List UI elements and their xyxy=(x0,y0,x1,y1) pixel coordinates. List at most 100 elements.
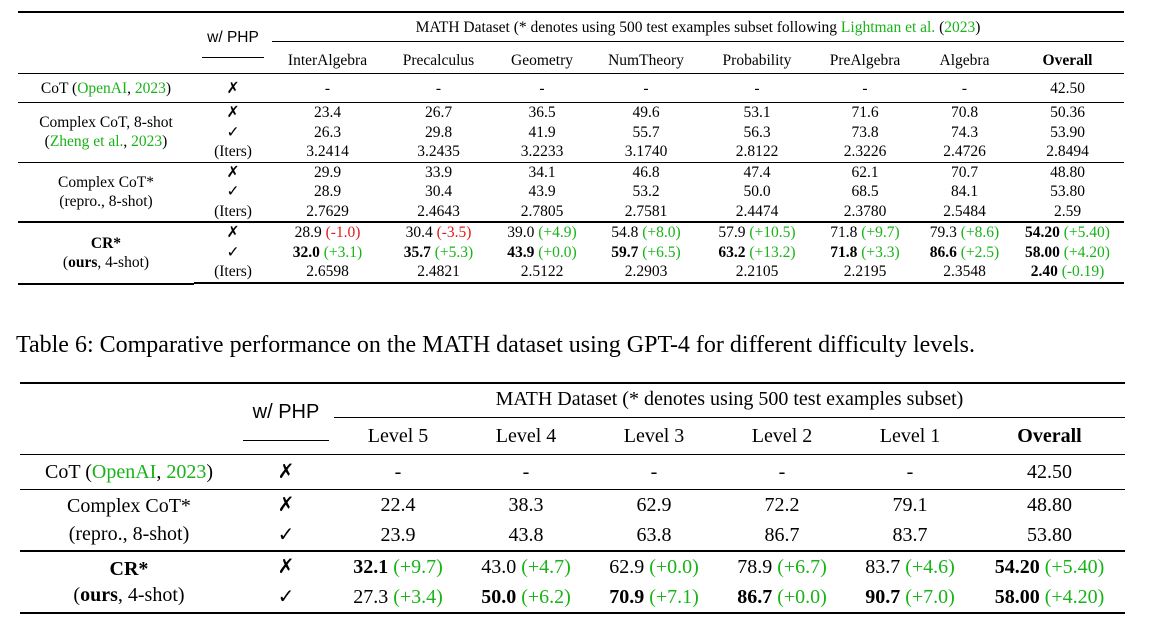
php-mark: ✗ xyxy=(238,454,334,490)
cell-delta: (+0.0) xyxy=(538,243,577,261)
cr-cell: 58.00 (+4.20) xyxy=(974,582,1125,614)
cr-cell: 79.3 (+8.6) xyxy=(918,221,1011,243)
col-header: PreAlgebra xyxy=(829,51,901,69)
cell-value: 2.3548 xyxy=(943,263,986,281)
col-header: Precalculus xyxy=(402,51,475,69)
cell-value: 62.9 xyxy=(609,556,645,578)
col-header: Level 4 xyxy=(495,425,557,447)
cell-delta: (+0.0) xyxy=(649,556,699,578)
citation-year-link[interactable]: 2023 xyxy=(166,461,207,483)
table-row: ✓ 23.9 43.8 63.8 86.7 83.7 53.80 xyxy=(277,524,1072,546)
cell-value: 58.00 xyxy=(1025,243,1060,261)
cr-cell: 2.2105 xyxy=(702,262,812,284)
cell-delta: (+4.20) xyxy=(1063,243,1110,261)
cr-cell: 59.7 (+6.5) xyxy=(590,243,702,263)
col-header: NumTheory xyxy=(608,51,684,69)
cell-delta: (+10.5) xyxy=(749,224,796,242)
cr-cell: 54.20 (+5.40) xyxy=(1011,221,1124,243)
table-row: Complex CoT* (repro., 8-shot) ✗ 22.4 38.… xyxy=(20,489,1125,551)
cr-cell: 58.00 (+4.20) xyxy=(1011,243,1124,263)
cell-value: 2.6598 xyxy=(306,263,349,281)
cell-delta: (+13.2) xyxy=(749,243,796,261)
table-row: Complex CoT* (repro., 8-shot) ✗ 29.9 33.… xyxy=(18,161,1124,222)
php-header: w/ PHP xyxy=(243,398,329,441)
col-header-overall: Overall xyxy=(1017,425,1082,447)
table-row: (Iters) 2.6598 2.4821 2.5122 2.2903 2.21… xyxy=(18,262,1124,284)
cell-value: 2.2105 xyxy=(735,263,779,281)
table-row: ✓ 28.9 30.4 43.9 53.2 50.0 68.5 84.1 53.… xyxy=(226,183,1085,201)
cell-value: 27.3 xyxy=(353,586,389,608)
math-subject-table: w/ PHP MATH Dataset (* denotes using 500… xyxy=(18,11,1124,285)
cr-cell: 71.8 (+9.7) xyxy=(812,221,918,243)
cell-delta: (+5.3) xyxy=(434,243,474,261)
cell-value: 43.9 xyxy=(507,243,535,261)
php-header: w/ PHP xyxy=(202,28,264,58)
cell-delta: (+4.9) xyxy=(538,224,577,242)
citation-link[interactable]: OpenAI xyxy=(91,461,157,483)
cell-value: 28.9 xyxy=(294,224,322,242)
cr-cell: 90.7 (+7.0) xyxy=(846,582,974,614)
math-level-table: w/ PHP MATH Dataset (* denotes using 500… xyxy=(20,382,1125,614)
citation-year-link[interactable]: 2023 xyxy=(944,19,976,36)
citation-year-link[interactable]: 2023 xyxy=(134,79,166,97)
cell-delta: (+4.7) xyxy=(521,556,571,578)
group-header: MATH Dataset (* denotes using 500 test e… xyxy=(334,382,1125,418)
cell-value: 2.40 xyxy=(1030,263,1058,281)
col-header: Geometry xyxy=(511,51,573,69)
cr-cell: 50.0 (+6.2) xyxy=(462,582,590,614)
table-row: CoT (OpenAI, 2023) ✗ - - - - - - - 42.50 xyxy=(18,73,1124,103)
table-row: CR* (ours, 4-shot) ✗ 28.9 (-1.0) 30.4 (-… xyxy=(18,221,1124,283)
cr-cell: 63.2 (+13.2) xyxy=(702,243,812,263)
cell-delta: (+4.6) xyxy=(905,556,955,578)
cell-value: 32.0 xyxy=(292,243,320,261)
cr-cell: 54.20 (+5.40) xyxy=(974,550,1125,582)
cell-delta: (+6.7) xyxy=(777,556,827,578)
cell-value: 90.7 xyxy=(865,586,901,608)
cell-delta: (-3.5) xyxy=(436,224,472,242)
cell-value: 32.1 xyxy=(353,556,389,578)
col-header: Level 3 xyxy=(623,425,685,447)
citation-year-link[interactable]: 2023 xyxy=(131,133,163,151)
group-header: MATH Dataset (* denotes using 500 test e… xyxy=(272,11,1124,47)
cell-delta: (+8.0) xyxy=(642,224,681,242)
cell-value: 59.7 xyxy=(611,243,639,261)
cell-delta: (+8.6) xyxy=(960,224,1000,242)
cr-cell: 2.6598 xyxy=(272,262,383,284)
cell-delta: (+5.40) xyxy=(1063,224,1110,242)
table-caption: Table 6: Comparative performance on the … xyxy=(16,332,975,358)
cr-cell: 43.0 (+4.7) xyxy=(462,550,590,582)
cr-cell: 35.7 (+5.3) xyxy=(383,243,494,263)
cell-delta: (+5.40) xyxy=(1044,556,1105,578)
cell-delta: (+3.1) xyxy=(323,243,363,261)
table-row: ✓ 27.3 (+3.4) 50.0 (+6.2) 70.9 (+7.1) 86… xyxy=(20,582,1125,614)
cell-value: 54.20 xyxy=(994,556,1040,578)
cell-value: 71.8 xyxy=(830,224,858,242)
citation-link[interactable]: Zheng et al. xyxy=(49,133,124,151)
cell-delta: (+2.5) xyxy=(960,243,1000,261)
table-row: CR* (ours, 4-shot) ✗ 32.1 (+9.7) 43.0 (+… xyxy=(20,550,1125,614)
cell-value: 83.7 xyxy=(865,556,901,578)
cr-cell: 2.2195 xyxy=(812,262,918,284)
cell-value: 86.6 xyxy=(929,243,957,261)
cell-value: 39.0 xyxy=(507,224,535,242)
cell-delta: (+3.4) xyxy=(393,586,443,608)
cell-value: 79.3 xyxy=(929,224,957,242)
cell-value: 43.0 xyxy=(481,556,517,578)
php-mark: ✗ xyxy=(194,73,272,103)
col-header: InterAlgebra xyxy=(287,51,368,69)
citation-link[interactable]: OpenAI xyxy=(77,79,128,97)
column-header-row: Level 5 Level 4 Level 3 Level 2 Level 1 … xyxy=(20,418,1125,455)
citation-link[interactable]: Lightman et al. xyxy=(840,19,936,36)
cell-value: 71.8 xyxy=(830,243,858,261)
cell-value: 57.9 xyxy=(718,224,746,242)
cell-delta: (+7.0) xyxy=(905,586,955,608)
cr-cell: 70.9 (+7.1) xyxy=(590,582,718,614)
cell-value: 78.9 xyxy=(737,556,773,578)
cell-value: 2.2903 xyxy=(624,263,668,281)
cell-delta: (+9.7) xyxy=(861,224,900,242)
cr-cell: 32.1 (+9.7) xyxy=(334,550,462,582)
cr-cell: 27.3 (+3.4) xyxy=(334,582,462,614)
row-label: Complex CoT* (repro., 8-shot) xyxy=(18,161,194,222)
cr-cell: 57.9 (+10.5) xyxy=(702,221,812,243)
cell-value: 70.9 xyxy=(609,586,645,608)
